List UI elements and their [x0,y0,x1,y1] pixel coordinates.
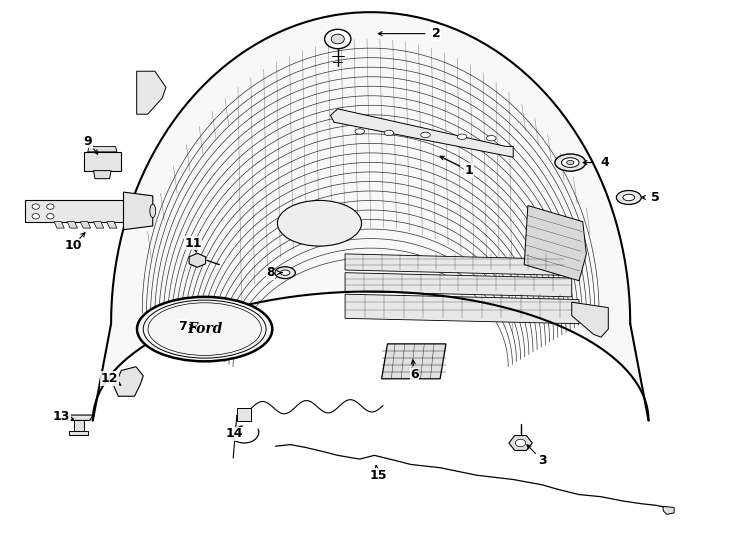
Ellipse shape [623,194,635,201]
Polygon shape [68,221,77,228]
Polygon shape [524,206,586,281]
Polygon shape [106,221,117,228]
Text: 15: 15 [369,469,387,482]
Text: 2: 2 [432,27,441,40]
Ellipse shape [555,154,586,171]
Ellipse shape [421,132,430,138]
Polygon shape [382,344,446,379]
Polygon shape [330,109,513,157]
Polygon shape [74,421,84,431]
Ellipse shape [355,129,365,134]
Polygon shape [345,254,564,275]
Polygon shape [84,152,120,171]
Polygon shape [509,436,532,450]
Polygon shape [54,221,65,228]
Text: 5: 5 [652,191,660,204]
Text: 4: 4 [600,156,609,169]
Polygon shape [237,408,252,422]
Polygon shape [25,200,127,221]
Polygon shape [345,294,579,323]
Text: 14: 14 [225,427,243,440]
Ellipse shape [567,160,574,165]
Ellipse shape [137,297,272,361]
Text: 8: 8 [266,266,275,279]
Polygon shape [137,71,166,114]
Polygon shape [87,146,117,152]
Ellipse shape [150,204,156,218]
Circle shape [47,214,54,219]
Polygon shape [80,221,90,228]
Polygon shape [70,431,88,435]
Text: 11: 11 [184,237,202,249]
Circle shape [32,214,40,219]
Ellipse shape [384,130,393,136]
Circle shape [47,204,54,210]
Polygon shape [345,273,572,297]
Ellipse shape [562,158,579,167]
Circle shape [331,34,344,44]
Text: Ford: Ford [187,322,222,336]
Text: 6: 6 [410,368,419,381]
Polygon shape [92,12,649,421]
Ellipse shape [280,270,290,275]
Ellipse shape [457,134,467,139]
Text: 3: 3 [538,454,547,467]
Polygon shape [65,415,92,421]
Text: 7: 7 [178,320,187,333]
Ellipse shape [277,200,362,246]
Circle shape [515,439,526,447]
Ellipse shape [487,136,496,141]
Polygon shape [189,253,206,267]
Text: 1: 1 [465,164,473,177]
Polygon shape [93,171,111,179]
Text: 9: 9 [84,134,92,147]
Polygon shape [93,221,103,228]
Ellipse shape [275,267,295,279]
Ellipse shape [617,191,642,205]
Text: 10: 10 [65,239,81,252]
Text: 13: 13 [53,410,70,423]
Polygon shape [123,192,153,230]
Polygon shape [572,302,608,337]
Circle shape [324,29,351,49]
Circle shape [32,204,40,210]
Polygon shape [114,367,143,396]
Polygon shape [663,507,674,515]
Text: 12: 12 [101,372,118,385]
